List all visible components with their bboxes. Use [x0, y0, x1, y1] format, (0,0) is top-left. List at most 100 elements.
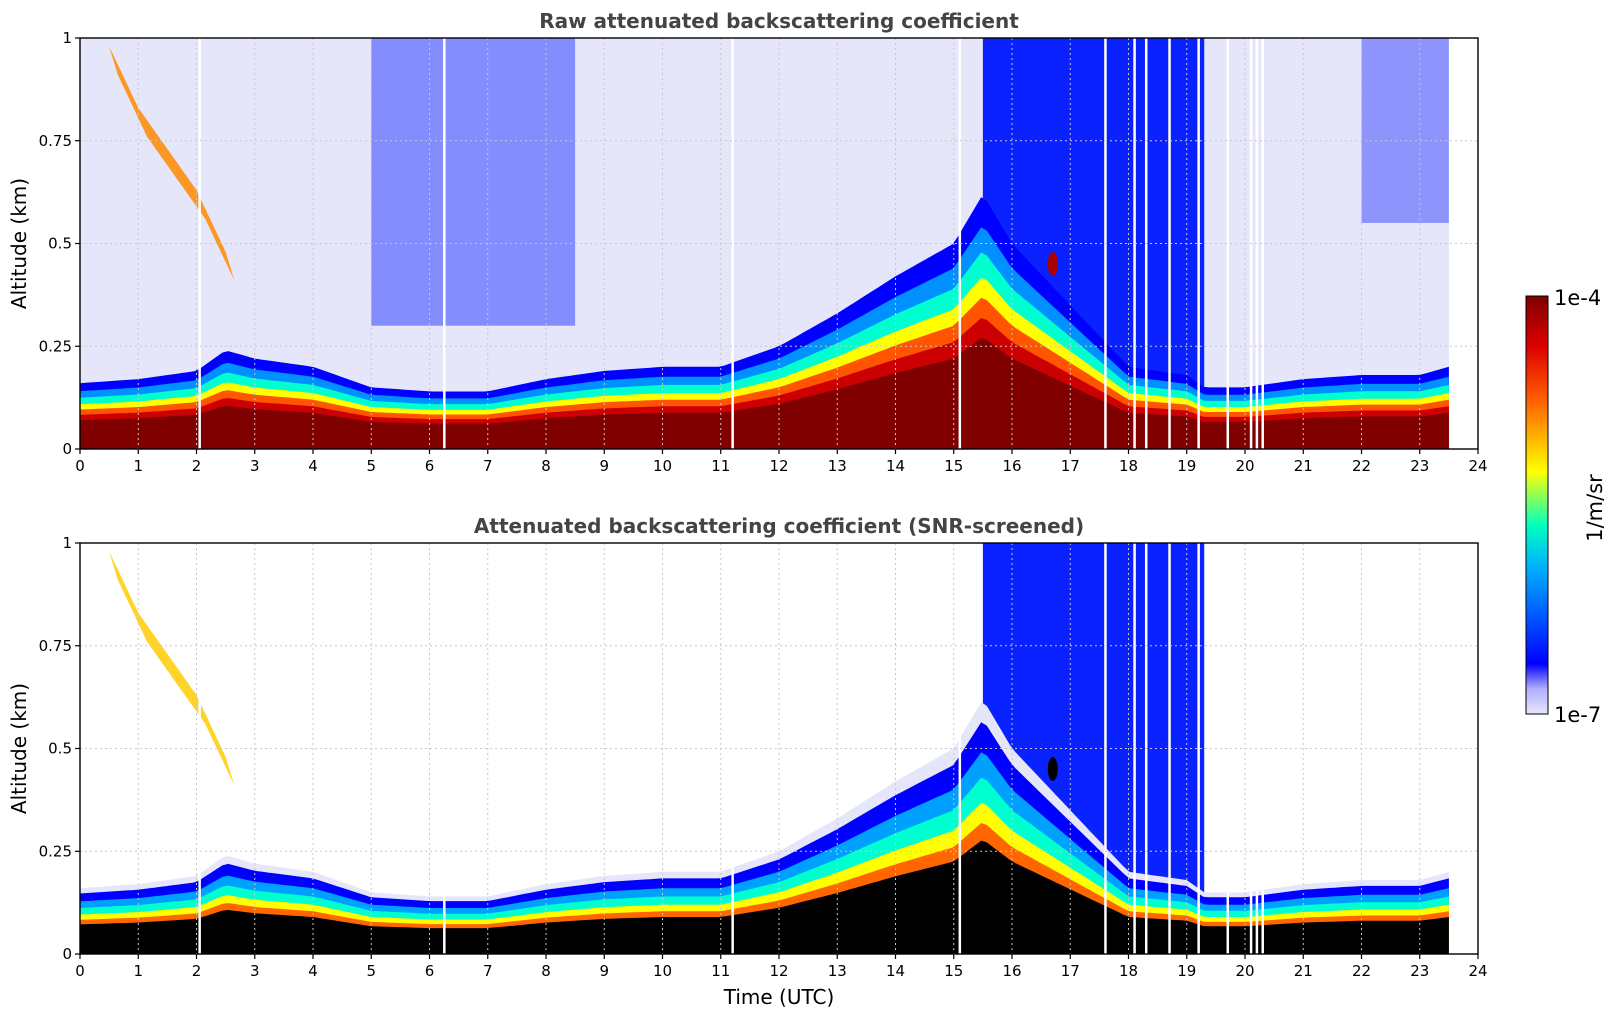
- x-tick-label: 15: [944, 962, 963, 980]
- dropout-line: [1226, 543, 1230, 954]
- grid-lines: [80, 543, 1478, 954]
- y-tick-label: 1: [62, 29, 72, 47]
- x-tick-label: 5: [366, 962, 376, 980]
- panel-title: Raw attenuated backscattering coefficien…: [539, 9, 1019, 33]
- x-axis-label: Time (UTC): [723, 985, 835, 1009]
- x-tick-label: 19: [1177, 962, 1196, 980]
- dropout-line: [198, 543, 201, 954]
- x-tick-label: 9: [599, 962, 609, 980]
- y-axis-label: Altitude (km): [7, 683, 31, 814]
- x-tick-label: 18: [1119, 962, 1138, 980]
- x-tick-label: 6: [425, 457, 435, 475]
- x-tick-label: 15: [944, 457, 963, 475]
- dropout-line: [1168, 38, 1171, 449]
- x-axis-ticks: 0 1 2 3 4 5 6 7 8 9 10 11 12 13 14 15 16 17 18 19 20 21 22 23 24: [75, 954, 1488, 980]
- noise-region: [371, 38, 576, 326]
- dropout-line: [1226, 38, 1230, 449]
- x-tick-label: 23: [1410, 962, 1429, 980]
- x-tick-label: 14: [886, 962, 905, 980]
- dropout-line: [1133, 38, 1136, 449]
- dropout-line: [1197, 38, 1200, 449]
- dropout-line: [1168, 543, 1171, 954]
- x-tick-label: 10: [653, 457, 672, 475]
- y-tick-label: 1: [62, 534, 72, 552]
- y-tick-label: 0.25: [39, 337, 72, 355]
- x-tick-label: 18: [1119, 457, 1138, 475]
- y-tick-label: 0.75: [39, 637, 72, 655]
- dropout-line: [1133, 543, 1136, 954]
- dropout-line: [731, 38, 734, 449]
- x-tick-label: 20: [1235, 457, 1254, 475]
- colorbar-label: 1/m/sr: [1583, 474, 1607, 542]
- x-tick-label: 11: [711, 457, 730, 475]
- x-tick-label: 13: [828, 962, 847, 980]
- x-tick-label: 11: [711, 962, 730, 980]
- x-tick-label: 22: [1352, 457, 1371, 475]
- x-tick-label: 17: [1061, 962, 1080, 980]
- y-tick-label: 0: [62, 945, 72, 963]
- x-tick-label: 0: [75, 457, 85, 475]
- x-tick-label: 6: [425, 962, 435, 980]
- x-tick-label: 13: [828, 457, 847, 475]
- x-tick-label: 9: [599, 457, 609, 475]
- x-tick-label: 19: [1177, 457, 1196, 475]
- noise-region: [1361, 38, 1449, 223]
- x-tick-label: 3: [250, 962, 260, 980]
- dropout-line: [443, 38, 446, 449]
- x-tick-label: 7: [483, 457, 493, 475]
- y-tick-label: 0.5: [48, 235, 72, 253]
- grid-lines: [80, 38, 1478, 449]
- x-tick-label: 7: [483, 962, 493, 980]
- x-tick-label: 4: [308, 457, 318, 475]
- x-axis-ticks: 0 1 2 3 4 5 6 7 8 9 10 11 12 13 14 15 16 17 18 19 20 21 22 23 24: [75, 449, 1488, 475]
- colorbar: 1e-4 1e-7 1/m/sr: [1525, 286, 1607, 727]
- y-tick-label: 0.5: [48, 740, 72, 758]
- x-tick-label: 2: [192, 962, 202, 980]
- dropout-line: [1261, 543, 1264, 954]
- colorbar-gradient: [1525, 295, 1549, 715]
- x-tick-label: 2: [192, 457, 202, 475]
- dropout-line: [1197, 543, 1200, 954]
- x-tick-label: 24: [1468, 962, 1487, 980]
- y-axis-label: Altitude (km): [7, 178, 31, 309]
- x-tick-label: 22: [1352, 962, 1371, 980]
- dropout-line: [443, 543, 446, 954]
- x-tick-label: 10: [653, 962, 672, 980]
- y-tick-label: 0.25: [39, 842, 72, 860]
- x-tick-label: 1: [133, 457, 143, 475]
- colorbar-max-label: 1e-4: [1554, 286, 1601, 310]
- y-tick-label: 0.75: [39, 132, 72, 150]
- x-tick-label: 17: [1061, 457, 1080, 475]
- elevated-layer: [109, 46, 235, 281]
- x-tick-label: 1: [133, 962, 143, 980]
- dropout-line: [958, 543, 962, 954]
- dropout-line: [198, 38, 201, 449]
- x-tick-label: 12: [769, 457, 788, 475]
- panel-title: Attenuated backscattering coefficient (S…: [474, 514, 1084, 538]
- x-tick-label: 8: [541, 962, 551, 980]
- x-tick-label: 24: [1468, 457, 1487, 475]
- elevated-layer: [109, 551, 235, 786]
- colorbar-min-label: 1e-7: [1554, 703, 1601, 727]
- dropout-line: [1261, 38, 1264, 449]
- dropout-line: [731, 543, 734, 954]
- x-tick-label: 16: [1002, 962, 1021, 980]
- isolated-feature: [1047, 252, 1058, 277]
- x-tick-label: 21: [1294, 962, 1313, 980]
- y-axis-ticks: 0 0.25 0.5 0.75 1: [39, 534, 80, 963]
- isolated-feature: [1047, 757, 1058, 782]
- x-tick-label: 16: [1002, 457, 1021, 475]
- x-tick-label: 0: [75, 962, 85, 980]
- x-tick-label: 4: [308, 962, 318, 980]
- x-tick-label: 3: [250, 457, 260, 475]
- panel-snr: Attenuated backscattering coefficient (S…: [7, 514, 1488, 1009]
- panel-raw: Raw attenuated backscattering coefficien…: [7, 9, 1488, 475]
- x-tick-label: 12: [769, 962, 788, 980]
- x-tick-label: 23: [1410, 457, 1429, 475]
- x-tick-label: 8: [541, 457, 551, 475]
- dropout-line: [958, 38, 962, 449]
- clear-region: [324, 38, 372, 334]
- x-tick-label: 14: [886, 457, 905, 475]
- x-tick-label: 20: [1235, 962, 1254, 980]
